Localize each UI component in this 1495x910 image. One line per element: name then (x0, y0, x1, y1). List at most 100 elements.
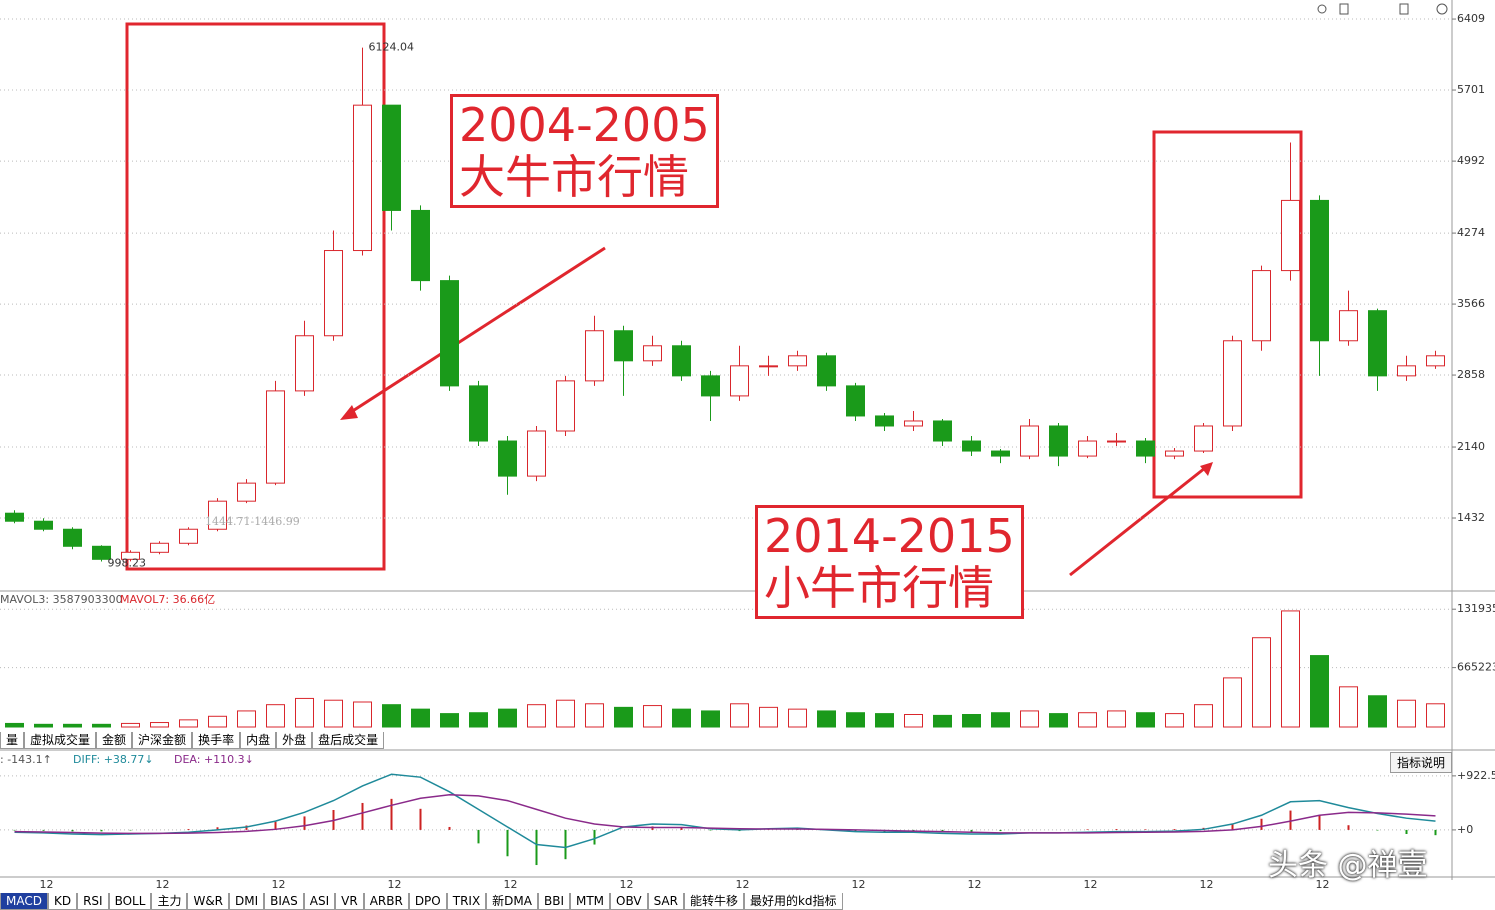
arrow-head (1200, 462, 1213, 476)
tab[interactable]: BIAS (264, 893, 304, 910)
candle-body (701, 375, 720, 397)
x-tick-label: 12 (388, 878, 402, 891)
y-tick-label: +0 (1457, 823, 1473, 836)
candle-body (643, 345, 662, 362)
candle-body (1368, 310, 1387, 377)
annotation-line: 2014-2015 (764, 509, 1015, 563)
tab[interactable]: 能转牛移 (683, 893, 744, 910)
candle-body (498, 440, 517, 477)
volume-bar (556, 699, 575, 728)
candle-body (266, 390, 285, 484)
candle-body (1136, 440, 1155, 457)
candle-body (527, 430, 546, 477)
tab[interactable]: W&R (187, 893, 230, 910)
tab[interactable]: SAR (647, 893, 684, 910)
tab[interactable]: TRIX (446, 893, 487, 910)
volume-bar (962, 714, 981, 728)
tab[interactable]: DMI (229, 893, 265, 910)
candle-body (92, 545, 111, 560)
x-tick-label: 12 (40, 878, 54, 891)
candle-body (1107, 440, 1126, 443)
y-tick-label: 1432 (1457, 511, 1485, 524)
candle-body (585, 330, 604, 382)
volume-bar (1397, 699, 1416, 728)
candle-body (63, 528, 82, 547)
candle-body (382, 104, 401, 211)
tab[interactable]: KD (47, 893, 78, 910)
tab[interactable]: 外盘 (276, 732, 313, 749)
candle-body (614, 330, 633, 362)
tab[interactable]: 沪深金额 (132, 732, 193, 749)
candle-body (672, 345, 691, 377)
candle-body (237, 482, 256, 502)
tab[interactable]: 主力 (151, 893, 188, 910)
volume-bar (585, 703, 604, 728)
volume-bar (846, 712, 865, 728)
icon[interactable] (1317, 4, 1327, 14)
candle-body (1223, 340, 1242, 427)
candle-body (208, 500, 227, 530)
tab[interactable]: ASI (303, 893, 336, 910)
toolbar-icons[interactable] (1317, 3, 1448, 15)
annotation-line: 大牛市行情 (459, 150, 689, 204)
volume-bar (34, 723, 53, 728)
tab[interactable]: 换手率 (192, 732, 241, 749)
tab[interactable]: MACD (0, 893, 48, 910)
tab[interactable]: MTM (570, 893, 611, 910)
tab[interactable]: 盘后成交量 (312, 732, 385, 749)
tab[interactable]: OBV (610, 893, 648, 910)
candle-body (1310, 199, 1329, 342)
y-tick-label: 665223 (1457, 661, 1495, 674)
tab[interactable]: 最好用的kd指标 (743, 893, 843, 910)
volume-bar (1252, 637, 1271, 728)
tab[interactable]: 内盘 (240, 732, 277, 749)
tab[interactable]: ARBR (363, 893, 409, 910)
volume-bar (991, 712, 1010, 728)
candle-body (1078, 440, 1097, 457)
volume-bar (759, 706, 778, 728)
tab[interactable]: 量 (0, 732, 25, 749)
volume-bar (150, 722, 169, 728)
tab[interactable]: VR (335, 893, 364, 910)
x-tick-label: 12 (620, 878, 634, 891)
candle-body (469, 385, 488, 442)
icon[interactable] (1436, 3, 1448, 15)
volume-bar (1223, 677, 1242, 728)
tab[interactable]: DPO (408, 893, 447, 910)
volume-bar (1310, 655, 1329, 728)
candle-body (788, 355, 807, 367)
tab[interactable]: 虚拟成交量 (24, 732, 97, 749)
y-tick-label: 4274 (1457, 226, 1485, 239)
candle-body (904, 420, 923, 427)
tab[interactable]: 金额 (96, 732, 133, 749)
tab[interactable]: RSI (77, 893, 109, 910)
y-tick-label: 5701 (1457, 83, 1485, 96)
arrow-head (340, 405, 358, 420)
tab[interactable]: BBI (537, 893, 570, 910)
candle-body (1339, 310, 1358, 342)
candle-body (991, 450, 1010, 457)
icon[interactable] (1339, 3, 1349, 15)
x-tick-label: 12 (852, 878, 866, 891)
volume-bar (266, 704, 285, 728)
candle-body (295, 335, 314, 392)
volume-bar (730, 703, 749, 728)
volume-bar (817, 710, 836, 728)
tab[interactable]: 新DMA (486, 893, 538, 910)
y-tick-label: 2858 (1457, 368, 1485, 381)
help-button[interactable]: 指标说明 (1390, 752, 1453, 773)
candle-body (1020, 425, 1039, 457)
x-tick-label: 12 (156, 878, 170, 891)
volume-bar (208, 715, 227, 728)
volume-bar (469, 712, 488, 728)
volume-bar (498, 708, 517, 728)
candle-body (846, 385, 865, 417)
tab[interactable]: BOLL (108, 893, 152, 910)
volume-bar (1107, 710, 1126, 728)
candle-body (353, 104, 372, 252)
x-tick-label: 12 (504, 878, 518, 891)
candle-body (1194, 425, 1213, 452)
icon[interactable] (1399, 3, 1409, 15)
